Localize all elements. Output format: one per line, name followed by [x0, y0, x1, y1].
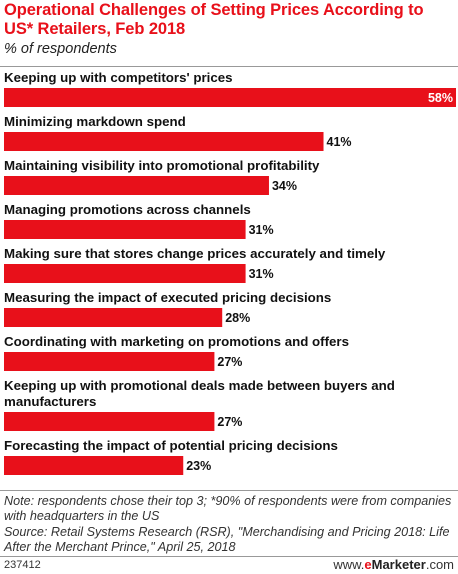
category-label: Making sure that stores change prices ac… — [4, 246, 386, 261]
bar — [4, 176, 269, 195]
category-label: Forecasting the impact of potential pric… — [4, 438, 338, 453]
footer: 237412 www.eMarketer.com — [0, 557, 458, 574]
bar-chart-svg: Keeping up with competitors' prices 58% Mi… — [4, 70, 456, 475]
bar — [4, 412, 215, 431]
value-label: 34% — [272, 179, 297, 193]
brand-logo: www.eMarketer.com — [333, 557, 454, 572]
bar — [4, 264, 246, 283]
brand-suffix: .com — [425, 557, 454, 572]
chart-id: 237412 — [4, 559, 41, 571]
chart-subtitle: % of respondents — [4, 41, 117, 57]
note-text: Note: respondents chose their top 3; *90… — [4, 494, 452, 524]
value-label: 31% — [249, 223, 274, 237]
bar — [4, 308, 223, 327]
value-label: 58% — [428, 91, 453, 105]
value-label: 28% — [225, 311, 250, 325]
category-label: Minimizing markdown spend — [4, 114, 186, 129]
bar — [4, 456, 184, 475]
category-label: Keeping up with promotional deals made b… — [4, 378, 395, 409]
value-label: 31% — [249, 267, 274, 281]
source-text: Source: Retail Systems Research (RSR), "… — [4, 524, 450, 554]
chart-title: Operational Challenges of Setting Prices… — [4, 1, 424, 38]
bar-chart: Keeping up with competitors' prices 58% Mi… — [0, 68, 458, 488]
category-label: Managing promotions across channels — [4, 202, 251, 217]
category-label: Maintaining visibility into promotional … — [4, 158, 320, 173]
note-divider — [0, 490, 458, 491]
value-label: 23% — [186, 459, 211, 473]
value-label: 41% — [327, 135, 352, 149]
brand-prefix: www. — [333, 557, 365, 572]
category-label: Coordinating with marketing on promotion… — [4, 334, 349, 349]
category-label: Measuring the impact of executed pricing… — [4, 290, 331, 305]
bar — [4, 352, 215, 371]
category-label: Keeping up with competitors' prices — [4, 70, 233, 85]
bar — [4, 88, 456, 107]
brand-accent: e — [364, 557, 372, 572]
value-label: 27% — [217, 355, 242, 369]
brand-name: Marketer — [371, 557, 426, 572]
value-label: 27% — [217, 415, 242, 429]
bar — [4, 132, 324, 151]
footer-divider — [0, 556, 458, 557]
top-divider — [0, 66, 458, 67]
chart-notes: Note: respondents chose their top 3; *90… — [4, 494, 456, 555]
bar — [4, 220, 246, 239]
